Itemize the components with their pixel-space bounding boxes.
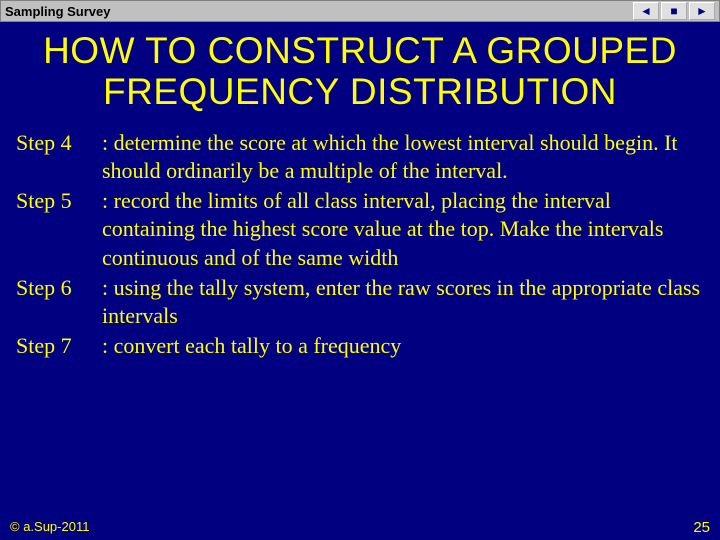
step-row: Step 5 : record the limits of all class … xyxy=(16,187,704,271)
step-description: : convert each tally to a frequency xyxy=(102,332,704,360)
step-row: Step 6 : using the tally system, enter t… xyxy=(16,274,704,330)
step-row: Step 7 : convert each tally to a frequen… xyxy=(16,332,704,360)
copyright: © a.Sup-2011 xyxy=(10,519,89,536)
header-title: Sampling Survey xyxy=(5,4,110,19)
slide-title: HOW TO CONSTRUCT A GROUPED FREQUENCY DIS… xyxy=(14,30,706,113)
nav-icons: ◄ ■ ► xyxy=(633,2,715,20)
step-label: Step 7 xyxy=(16,332,102,360)
chevron-left-icon: ◄ xyxy=(640,4,652,18)
step-label: Step 4 xyxy=(16,129,102,185)
step-description: : determine the score at which the lowes… xyxy=(102,129,704,185)
chevron-right-icon: ► xyxy=(696,4,708,18)
slide-content: HOW TO CONSTRUCT A GROUPED FREQUENCY DIS… xyxy=(0,22,720,360)
footer: © a.Sup-2011 25 xyxy=(0,519,720,536)
nav-menu-button[interactable]: ■ xyxy=(661,2,687,20)
header-bar: Sampling Survey ◄ ■ ► xyxy=(0,0,720,22)
nav-next-button[interactable]: ► xyxy=(689,2,715,20)
step-label: Step 5 xyxy=(16,187,102,271)
step-row: Step 4 : determine the score at which th… xyxy=(16,129,704,185)
nav-prev-button[interactable]: ◄ xyxy=(633,2,659,20)
step-description: : record the limits of all class interva… xyxy=(102,187,704,271)
step-description: : using the tally system, enter the raw … xyxy=(102,274,704,330)
menu-icon: ■ xyxy=(670,4,677,18)
steps-list: Step 4 : determine the score at which th… xyxy=(14,129,706,360)
page-number: 25 xyxy=(693,519,710,536)
step-label: Step 6 xyxy=(16,274,102,330)
